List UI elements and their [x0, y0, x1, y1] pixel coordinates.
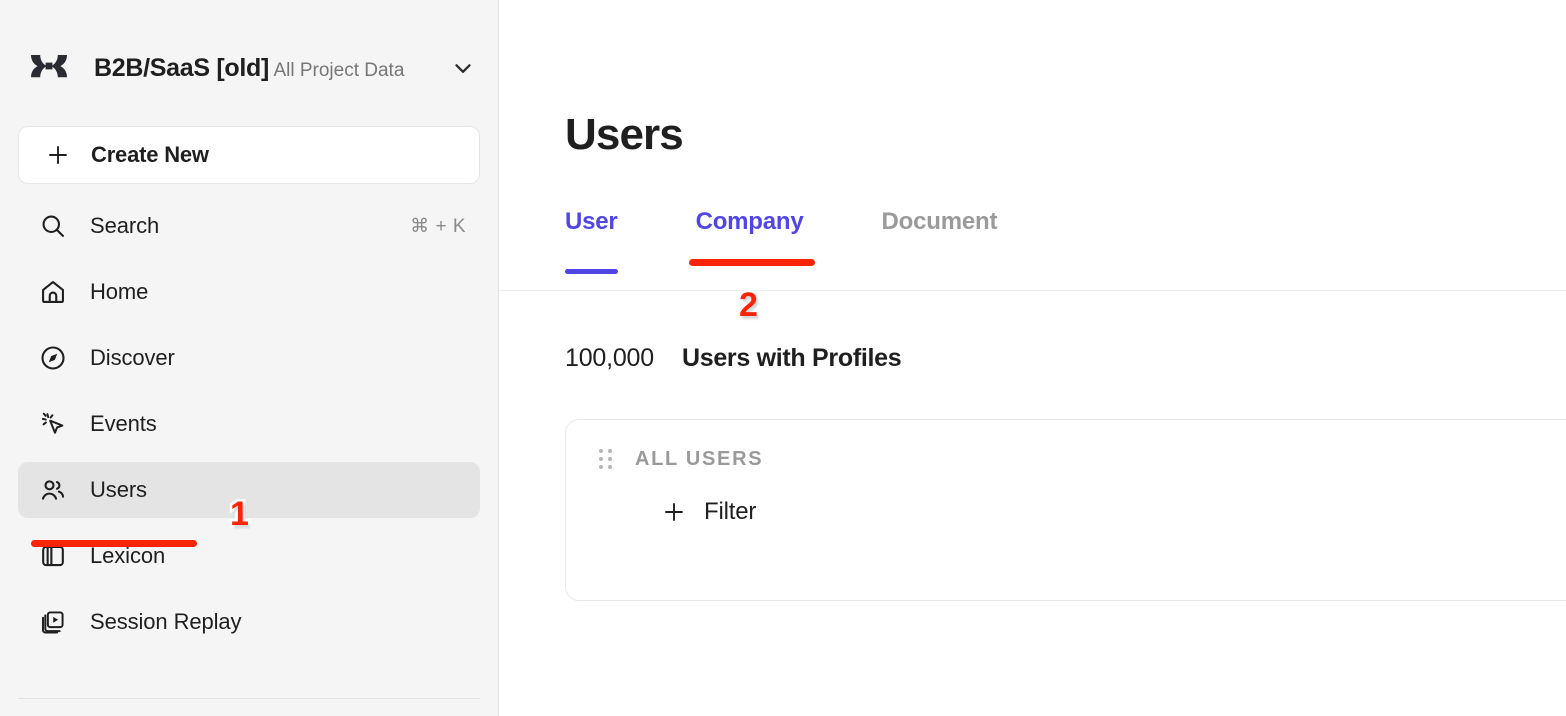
sidebar-item-session-replay[interactable]: Session Replay	[18, 594, 480, 650]
home-icon	[38, 277, 68, 307]
filter-card-title: ALL USERS	[635, 448, 764, 470]
plus-icon	[46, 143, 70, 167]
cursor-click-icon	[38, 409, 68, 439]
sidebar-item-events[interactable]: Events	[18, 396, 480, 452]
session-replay-icon	[38, 607, 68, 637]
project-switcher[interactable]: B2B/SaaS [old] All Project Data	[0, 0, 498, 106]
main-content: Users User Company Document 100,000 User…	[499, 0, 1566, 716]
sidebar-item-label: Events	[90, 411, 157, 436]
tab-label: Document	[881, 208, 998, 235]
search-icon	[38, 211, 68, 241]
project-text: B2B/SaaS [old] All Project Data	[94, 53, 442, 84]
sidebar-divider	[18, 698, 480, 699]
create-new-button[interactable]: Create New	[18, 126, 480, 184]
mixpanel-x-logo-icon	[26, 45, 72, 91]
profile-count-row: 100,000 Users with Profiles	[565, 344, 902, 373]
project-subtitle: All Project Data	[273, 59, 405, 81]
drag-handle-icon[interactable]	[599, 449, 613, 470]
add-filter-button[interactable]: Filter	[662, 498, 756, 526]
sidebar-item-label: Users	[90, 477, 147, 502]
tab-company[interactable]: Company	[696, 208, 804, 246]
tab-user[interactable]: User	[565, 208, 618, 274]
project-name: B2B/SaaS [old]	[94, 53, 269, 82]
profile-count-label: Users with Profiles	[681, 344, 902, 372]
sidebar: B2B/SaaS [old] All Project Data Create N…	[0, 0, 499, 716]
plus-icon	[662, 500, 686, 524]
sidebar-item-lexicon[interactable]: Lexicon	[18, 528, 480, 584]
all-users-filter-card: ALL USERS Filter	[565, 419, 1566, 601]
tab-active-underline	[565, 269, 618, 274]
page-title: Users	[565, 110, 684, 159]
entity-tabs: User Company Document	[565, 208, 997, 290]
sidebar-item-label: Search	[90, 213, 160, 238]
sidebar-item-label: Home	[90, 279, 149, 304]
tab-document[interactable]: Document	[882, 208, 998, 246]
add-filter-label: Filter	[704, 498, 757, 525]
tabs-divider	[499, 290, 1566, 291]
profile-count-value: 100,000	[565, 344, 654, 372]
compass-icon	[38, 343, 68, 373]
tab-label: User	[565, 208, 618, 235]
sidebar-item-users[interactable]: Users	[18, 462, 480, 518]
sidebar-item-home[interactable]: Home	[18, 264, 480, 320]
chevron-down-icon[interactable]	[450, 55, 476, 81]
sidebar-item-label: Lexicon	[90, 543, 166, 568]
filter-card-header: ALL USERS	[566, 420, 1566, 471]
sidebar-item-label: Discover	[90, 345, 175, 370]
users-icon	[38, 475, 68, 505]
sidebar-nav: Search ⌘ + K Home	[0, 198, 498, 650]
search-shortcut: ⌘ + K	[410, 215, 466, 237]
lexicon-book-icon	[38, 541, 68, 571]
tab-label: Company	[695, 208, 804, 235]
sidebar-item-discover[interactable]: Discover	[18, 330, 480, 386]
sidebar-item-search[interactable]: Search ⌘ + K	[18, 198, 480, 254]
sidebar-item-label: Session Replay	[90, 609, 242, 634]
create-new-label: Create New	[91, 142, 209, 167]
